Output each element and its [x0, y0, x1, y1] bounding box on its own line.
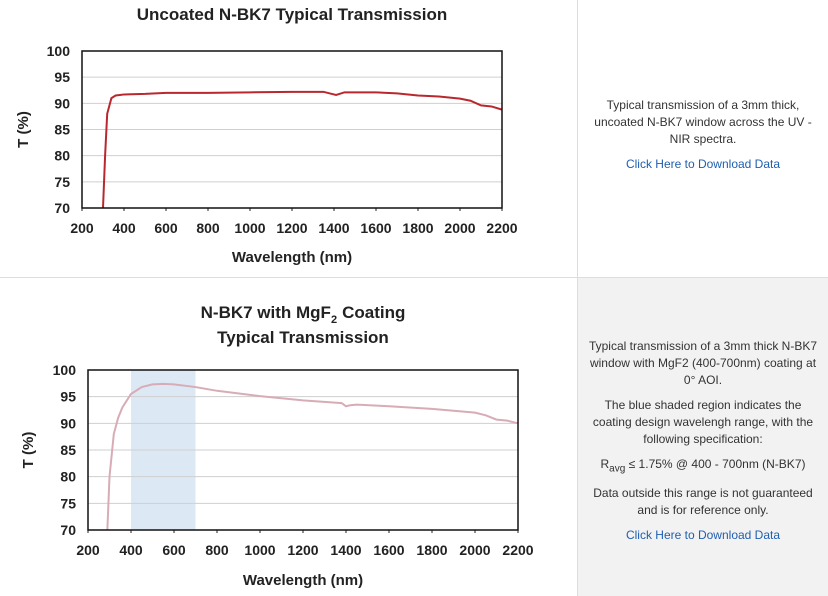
divider [0, 277, 828, 278]
x-tick-label: 1400 [318, 220, 349, 236]
note: Data outside this range is not guarantee… [593, 486, 813, 518]
x-tick-label: 200 [76, 542, 100, 558]
title-text: N-BK7 with MgF [201, 303, 331, 322]
chart-title: Uncoated N-BK7 Typical Transmission [137, 5, 447, 24]
plot-frame [87, 369, 519, 531]
y-tick-label: 75 [60, 495, 76, 511]
y-axis-label: T (%) [20, 432, 37, 469]
download-link[interactable]: Click Here to Download Data [625, 157, 781, 171]
spec-text: ≤ 1.75% @ 400 - 700nm (N-BK7) [628, 457, 806, 471]
spec-symbol: R [600, 457, 610, 471]
y-tick-label: 85 [54, 122, 70, 138]
y-tick-label: 70 [60, 522, 76, 538]
x-tick-label: 2000 [459, 542, 490, 558]
x-tick-label: 1200 [276, 220, 307, 236]
y-tick-label: 100 [47, 43, 71, 59]
x-tick-label: 600 [162, 542, 186, 558]
download-link[interactable]: Click Here to Download Data [625, 528, 781, 543]
x-tick-label: 2200 [502, 542, 533, 558]
plot-frame [81, 50, 503, 209]
x-tick-label: 1000 [234, 220, 265, 236]
x-tick-label: 1800 [416, 542, 447, 558]
x-tick-label: 1600 [360, 220, 391, 236]
x-tick-label: 2000 [444, 220, 475, 236]
x-axis-label: Wavelength (nm) [232, 249, 352, 266]
description-panel: Typical transmission of a 3mm thick N-BK… [578, 278, 828, 596]
y-tick-label: 75 [54, 174, 70, 190]
spec-subscript: avg [609, 463, 626, 475]
y-tick-label: 80 [60, 469, 76, 485]
y-tick-label: 90 [60, 415, 76, 431]
y-tick-label: 70 [54, 200, 70, 216]
chart-title: Typical Transmission [217, 328, 389, 347]
title-text: Coating [342, 303, 405, 322]
description: Typical transmission of a 3mm thick, unc… [594, 98, 812, 146]
charts: Uncoated N-BK7 Typical Transmission 70 75 8… [0, 0, 578, 596]
data-line [106, 382, 519, 531]
description: The blue shaded region indicates the coa… [592, 398, 814, 446]
y-tick-label: 85 [60, 442, 76, 458]
x-tick-label: 800 [196, 220, 220, 236]
description: Typical transmission of a 3mm thick N-BK… [588, 339, 818, 387]
y-tick-label: 95 [54, 69, 70, 85]
x-tick-label: 1400 [330, 542, 361, 558]
y-tick-label: 95 [60, 389, 76, 405]
specification: Ravg ≤ 1.75% @ 400 - 700nm (N-BK7) [584, 456, 822, 477]
x-tick-label: 400 [119, 542, 143, 558]
x-tick-label: 800 [205, 542, 229, 558]
x-tick-label: 600 [154, 220, 178, 236]
y-tick-label: 100 [53, 362, 77, 378]
x-tick-label: 1600 [373, 542, 404, 558]
x-tick-label: 1000 [244, 542, 275, 558]
y-tick-label: 80 [54, 148, 70, 164]
x-tick-label: 200 [70, 220, 94, 236]
title-subscript: 2 [331, 314, 337, 326]
x-tick-label: 2200 [486, 220, 517, 236]
x-tick-label: 1800 [402, 220, 433, 236]
y-tick-label: 90 [54, 95, 70, 111]
y-axis-label: T (%) [15, 111, 32, 148]
chart-title: N-BK7 with MgF2 Coating [201, 303, 406, 326]
x-tick-label: 1200 [287, 542, 318, 558]
data-line [102, 90, 503, 209]
description-panel: Typical transmission of a 3mm thick, unc… [578, 0, 828, 277]
x-tick-label: 400 [112, 220, 136, 236]
x-axis-label: Wavelength (nm) [243, 572, 363, 589]
